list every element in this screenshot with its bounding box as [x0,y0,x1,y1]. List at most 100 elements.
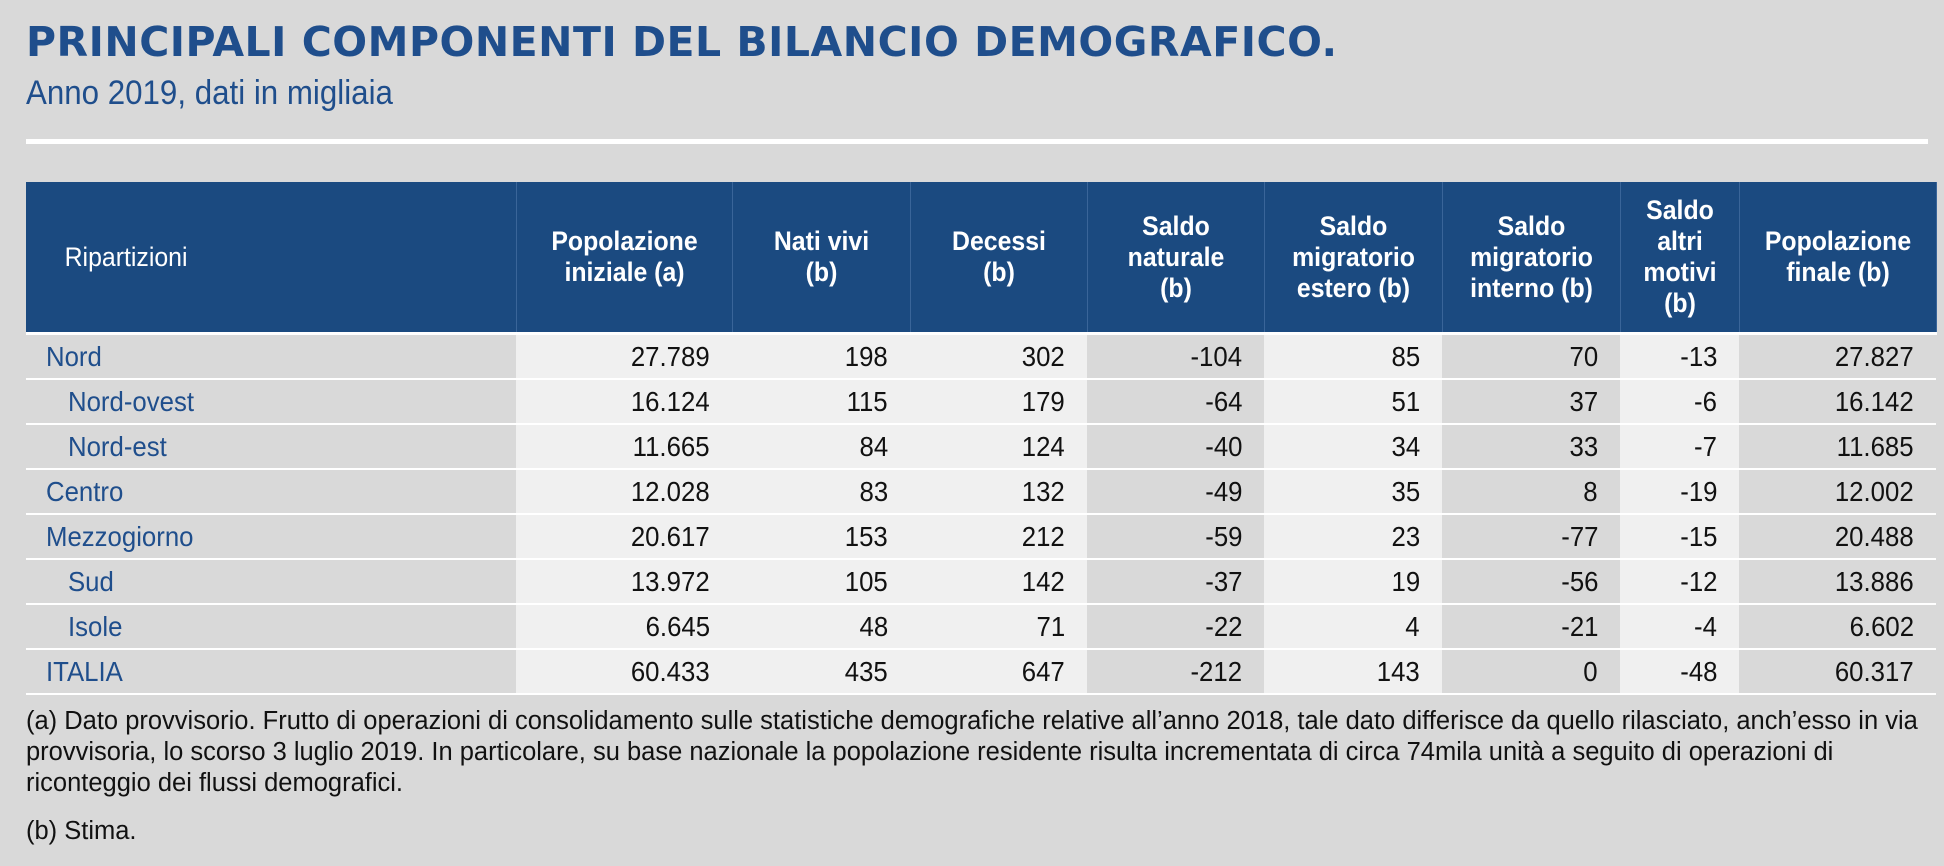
cell-value: 85 [1391,340,1420,372]
column-header-line: Popolazione [1764,226,1911,256]
row-label: Sud [26,559,516,605]
cell-value: -212 [1190,655,1242,687]
column-header-line: (b) [805,257,837,287]
table-cell: 27.827 [1739,333,1936,380]
cell-value: 35 [1391,475,1420,507]
table-cell: -77 [1442,514,1620,560]
row-label-text: ITALIA [46,655,123,687]
cell-value: -64 [1204,385,1242,417]
cell-value: -37 [1204,565,1242,597]
table-cell: 48 [732,604,910,650]
table-row: Isole 6.645 48 71 -22 4 -21 -4 6.602 [26,604,1936,650]
row-label-text: Nord-est [68,430,167,462]
cell-value: 435 [845,655,888,687]
table-cell: -212 [1087,649,1264,695]
table-cell: 70 [1442,333,1620,380]
table-cell: 435 [732,649,910,695]
cell-value: -12 [1679,565,1717,597]
table-cell: 35 [1264,469,1442,515]
table-cell: -48 [1620,649,1739,695]
cell-value: -104 [1190,340,1242,372]
table-cell: 60.317 [1739,649,1936,695]
cell-value: 153 [845,520,888,552]
cell-value: 212 [1022,520,1065,552]
row-label: ITALIA [26,649,516,695]
cell-value: -15 [1679,520,1717,552]
cell-value: 60.433 [631,655,710,687]
cell-value: 33 [1569,430,1598,462]
table-cell: 19 [1264,559,1442,605]
cell-value: 71 [1036,610,1065,642]
cell-value: 105 [845,565,888,597]
column-header-line: Saldo [1141,210,1210,241]
column-header-line: naturale [1127,241,1224,272]
column-header: Popolazione iniziale (a) [516,182,733,335]
table-cell: 37 [1442,379,1620,425]
column-header-line: altri [1656,226,1703,256]
column-header: Saldo altri motivi (b) [1620,182,1740,335]
cell-value: 60.317 [1835,655,1914,687]
row-label: Nord-est [26,424,516,470]
column-header-line: Ripartizioni [64,241,188,272]
column-header-line: interno (b) [1469,272,1593,303]
row-label-text: Sud [68,565,114,597]
cell-value: 124 [1022,430,1065,462]
table-cell: 212 [910,514,1087,560]
column-header-line: iniziale (a) [563,257,685,287]
cell-value: -40 [1204,430,1242,462]
cell-value: 20.488 [1835,520,1914,552]
table-body: Nord 27.789 198 302 -104 85 70 -13 27.827 Nord-ov… [26,333,1936,695]
table-cell: -6 [1620,379,1739,425]
table-cell: 13.886 [1739,559,1936,605]
column-header-line: (b) [982,257,1015,287]
table-cell: 13.972 [516,559,732,605]
table-cell: 83 [732,469,910,515]
table-cell: 179 [910,379,1087,425]
table-cell: -37 [1087,559,1264,605]
table-cell: 115 [732,379,910,425]
cell-value: -13 [1679,340,1717,372]
table-cell: -4 [1620,604,1739,650]
cell-value: 48 [859,610,888,642]
column-header: Decessi (b) [910,182,1088,335]
table-cell: 11.665 [516,424,732,470]
cell-value: 132 [1022,475,1065,507]
cell-value: 13.972 [631,565,710,597]
cell-value: 13.886 [1835,565,1914,597]
table-cell: -59 [1087,514,1264,560]
table-cell: 27.789 [516,333,732,380]
table-row: Mezzogiorno 20.617 153 212 -59 23 -77 -15 20.488 [26,514,1936,560]
row-label: Centro [26,469,516,515]
table-row: Sud 13.972 105 142 -37 19 -56 -12 13.886 [26,559,1936,605]
row-label: Nord-ovest [26,379,516,425]
cell-value: -19 [1679,475,1717,507]
table-row: Nord-est 11.665 84 124 -40 34 33 -7 11.685 [26,424,1936,470]
table-cell: -19 [1620,469,1739,515]
table-cell: 12.028 [516,469,732,515]
row-label-text: Isole [68,610,123,642]
table-cell: 20.488 [1739,514,1936,560]
page-title: PRINCIPALI COMPONENTI DEL BILANCIO DEMOG… [26,18,1338,66]
row-label-text: Centro [46,475,124,507]
cell-value: 0 [1583,655,1598,687]
cell-value: 11.665 [633,430,710,462]
cell-value: -6 [1694,385,1717,417]
cell-value: 19 [1391,565,1420,597]
header-ripartizioni: Ripartizioni [26,182,517,335]
table-cell: 51 [1264,379,1442,425]
cell-value: 647 [1022,655,1065,687]
column-header: Saldo migratorio interno (b) [1442,182,1621,335]
table-row: Centro 12.028 83 132 -49 35 8 -19 12.002 [26,469,1936,515]
cell-value: -7 [1694,430,1717,462]
table-cell: 647 [910,649,1087,695]
table-row: Nord-ovest 16.124 115 179 -64 51 37 -6 16.142 [26,379,1936,425]
table-cell: -56 [1442,559,1620,605]
row-label: Nord [26,333,516,380]
demographic-balance-table: Ripartizioni Popolazione iniziale (a) Nati … [26,182,1937,695]
table-cell: -15 [1620,514,1739,560]
table-cell: 142 [910,559,1087,605]
cell-value: -48 [1679,655,1717,687]
cell-value: 16.142 [1835,385,1914,417]
table-cell: 85 [1264,333,1442,380]
cell-value: 8 [1583,475,1598,507]
